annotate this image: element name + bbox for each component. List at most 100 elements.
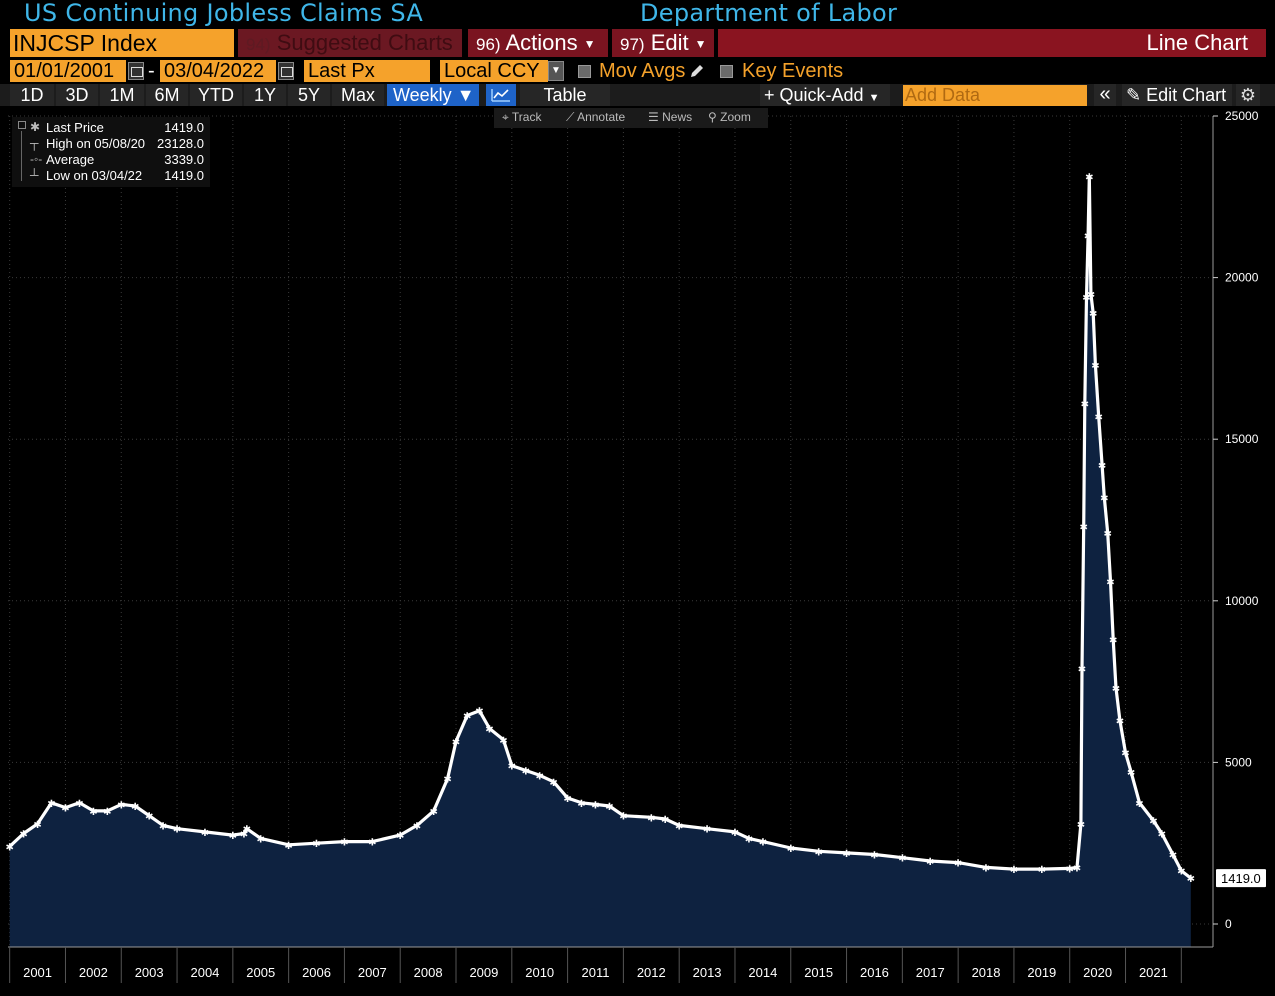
edit-number: 97) xyxy=(620,35,645,54)
line-chart-icon[interactable] xyxy=(486,84,516,106)
data-point-marker: ✱ xyxy=(787,844,795,855)
data-point-marker: ✱ xyxy=(430,807,438,818)
y-tick-label: 0 xyxy=(1225,917,1232,931)
data-point-marker: ✱ xyxy=(33,820,41,831)
actions-button[interactable]: 96) Actions ▼ xyxy=(468,29,608,57)
last-value-text: 1419.0 xyxy=(1221,871,1261,886)
crosshair-icon: ⌖ xyxy=(502,110,509,124)
legend-value: 1419.0 xyxy=(164,168,204,183)
gear-icon[interactable]: ⚙ xyxy=(1236,84,1260,106)
chevron-down-icon[interactable]: ▼ xyxy=(548,61,564,81)
frequency-select[interactable]: Weekly ▼ xyxy=(387,84,479,106)
menu-bar: INJCSP Index 94) Suggested Charts 96) Ac… xyxy=(0,29,1275,58)
period-6m-button[interactable]: 6M xyxy=(146,84,188,106)
pencil-icon[interactable] xyxy=(688,62,706,80)
edit-chart-label: Edit Chart xyxy=(1146,85,1227,105)
calendar-icon[interactable] xyxy=(278,62,294,80)
suggested-charts-button[interactable]: 94) Suggested Charts xyxy=(238,29,462,57)
x-tick-label: 2001 xyxy=(23,965,52,980)
ticker-field[interactable]: INJCSP Index xyxy=(10,29,234,57)
data-point-marker: ✱ xyxy=(815,847,823,858)
period-1d-button[interactable]: 1D xyxy=(10,84,54,106)
data-point-marker: ✱ xyxy=(1149,817,1157,828)
data-point-marker: ✱ xyxy=(1112,684,1120,695)
y-axis-ticks: 0 5000 10000 15000 20000 25000 xyxy=(1213,109,1259,931)
news-tool[interactable]: ☰ News xyxy=(648,110,692,124)
date-controls: 01/01/2001 - 03/04/2022 Last Px Local CC… xyxy=(0,59,1275,83)
period-3d-button[interactable]: 3D xyxy=(56,84,98,106)
data-point-marker: ✱ xyxy=(1104,529,1112,540)
period-1y-button[interactable]: 1Y xyxy=(244,84,286,106)
data-point-marker: ✱ xyxy=(605,802,613,813)
period-ytd-button[interactable]: YTD xyxy=(190,84,242,106)
x-tick-label: 2018 xyxy=(972,965,1001,980)
zoom-icon: ⚲ xyxy=(708,110,717,124)
data-point-marker: ✱ xyxy=(443,775,451,786)
chevron-down-icon: ▼ xyxy=(868,92,880,104)
end-date-field[interactable]: 03/04/2022 xyxy=(160,60,276,82)
data-point-marker: ✱ xyxy=(508,762,516,773)
chart-tools-bar: ⌖ Track ⟋ Annotate ☰ News ⚲ Zoom xyxy=(494,108,768,128)
data-point-marker: ✱ xyxy=(159,821,167,832)
data-point-marker: ✱ xyxy=(870,851,878,862)
data-point-marker: ✱ xyxy=(926,857,934,868)
x-tick-label: 2007 xyxy=(358,965,387,980)
data-point-marker: ✱ xyxy=(396,831,404,842)
asterisk-icon: ✱ xyxy=(30,120,41,134)
calendar-icon[interactable] xyxy=(128,62,144,80)
x-tick-label: 2015 xyxy=(804,965,833,980)
annotate-tool[interactable]: ⟋ Annotate xyxy=(566,110,625,125)
double-chevron-left-icon[interactable]: « xyxy=(1094,84,1116,106)
legend-label: Average xyxy=(46,152,95,167)
last-value-label: 1419.0 xyxy=(1216,869,1266,888)
data-point-marker: ✱ xyxy=(577,799,585,810)
period-5y-button[interactable]: 5Y xyxy=(288,84,330,106)
data-point-marker: ✱ xyxy=(619,812,627,823)
data-point-marker: ✱ xyxy=(173,825,181,836)
data-point-marker: ✱ xyxy=(1091,361,1099,372)
chart-area[interactable]: ✱✱✱✱ ✱ ✱✱ ✱✱ ✱✱✱ ✱ ✱ ✱ ✱✱✱✱ ✱ ✱ ✱✱✱✱✱✱✱ ✱✱✱✱ ✱ ✱✱✱ ✱ ✱ ✱✱… xyxy=(0,108,1275,996)
legend-bracket xyxy=(21,131,22,181)
add-data-input[interactable] xyxy=(903,85,1087,106)
data-point-marker: ✱ xyxy=(661,815,669,826)
table-button[interactable]: Table xyxy=(520,84,610,106)
zoom-tool[interactable]: ⚲ Zoom xyxy=(708,110,751,124)
collapse-toggle-icon[interactable] xyxy=(18,121,26,129)
legend-label: High on 05/08/20 xyxy=(46,136,146,151)
price-field-select[interactable]: Last Px xyxy=(304,60,430,82)
period-1m-button[interactable]: 1M xyxy=(100,84,144,106)
track-label: Track xyxy=(511,110,542,124)
data-point-marker: ✱ xyxy=(522,767,530,778)
data-point-marker: ✱ xyxy=(563,794,571,805)
data-point-marker: ✱ xyxy=(759,838,767,849)
y-tick-label: 15000 xyxy=(1225,432,1259,446)
data-point-marker: ✱ xyxy=(61,804,69,815)
mov-avgs-checkbox[interactable] xyxy=(578,65,591,78)
actions-label: Actions xyxy=(505,30,578,55)
data-point-marker: ✱ xyxy=(75,799,83,810)
quick-add-button[interactable]: + Quick-Add ▼ xyxy=(760,84,890,106)
data-point-marker: ✱ xyxy=(413,821,421,832)
date-separator: - xyxy=(148,60,155,82)
x-tick-label: 2017 xyxy=(916,965,945,980)
chevron-down-icon: ▼ xyxy=(694,37,707,51)
data-point-marker: ✱ xyxy=(1087,290,1095,301)
key-events-checkbox[interactable] xyxy=(720,65,733,78)
currency-select[interactable]: Local CCY xyxy=(440,60,548,82)
data-point-marker: ✱ xyxy=(243,825,251,836)
edit-menu-button[interactable]: 97) Edit ▼ xyxy=(612,29,714,57)
period-max-button[interactable]: Max xyxy=(332,84,384,106)
start-date-field[interactable]: 01/01/2001 xyxy=(10,60,126,82)
data-point-marker: ✱ xyxy=(1095,413,1103,424)
data-point-marker: ✱ xyxy=(452,737,460,748)
legend-row-high: ┬ High on 05/08/20 23128.0 xyxy=(12,136,210,152)
data-point-marker: ✱ xyxy=(312,839,320,850)
data-source: Department of Labor xyxy=(640,0,898,27)
data-point-marker: ✱ xyxy=(1066,864,1074,875)
x-tick-label: 2010 xyxy=(525,965,554,980)
track-tool[interactable]: ⌖ Track xyxy=(502,110,541,125)
data-point-marker: ✱ xyxy=(731,828,739,839)
data-point-marker: ✱ xyxy=(284,841,292,852)
edit-chart-button[interactable]: ✎ Edit Chart xyxy=(1122,84,1232,106)
line-chart-icon-glyph xyxy=(491,89,510,102)
